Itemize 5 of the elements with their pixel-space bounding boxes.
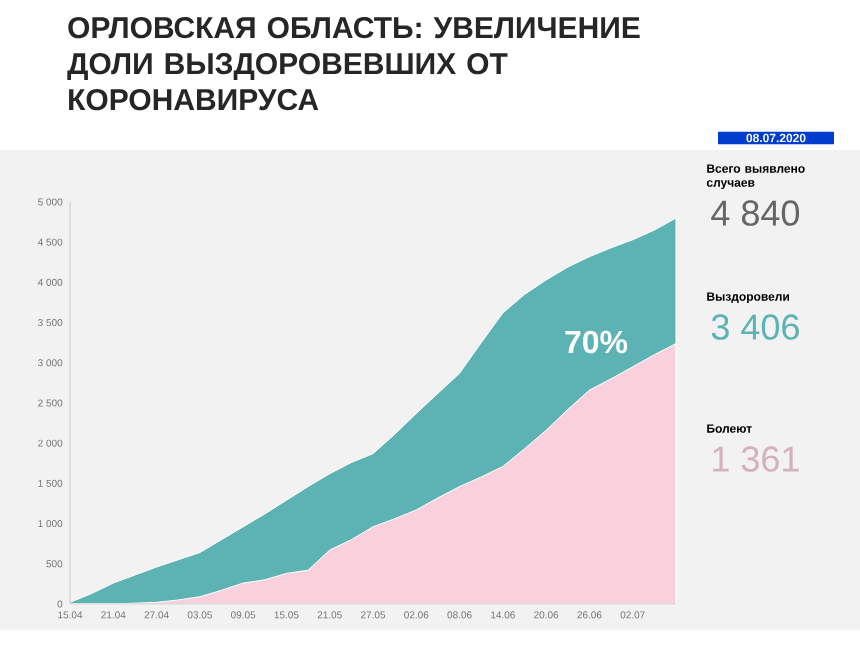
annotation: 70% xyxy=(565,330,628,354)
text: 3 406 xyxy=(711,314,799,340)
text: 4 840 xyxy=(711,200,800,226)
text: 1 361 xyxy=(713,446,799,472)
chart-title: ОРЛОВСКАЯ ОБЛАСТЬ: УВЕЛИЧЕНИЕ ДОЛИ ВЫЗДОРОВЕВШИХ ОТ КОРОНАВИРУСА xyxy=(67,17,640,111)
